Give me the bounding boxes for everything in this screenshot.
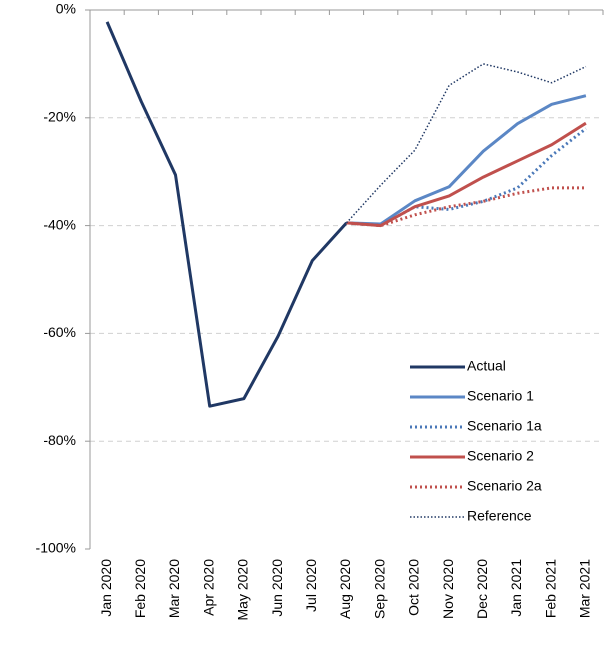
legend-label: Scenario 1a (467, 418, 542, 434)
x-tick-label: Jan 2021 (508, 559, 524, 617)
y-tick-label: 0% (56, 1, 76, 17)
y-tick-label: -20% (43, 109, 76, 125)
y-tick-label: -100% (36, 540, 76, 556)
x-tick-label: Oct 2020 (406, 559, 422, 616)
legend-label: Actual (467, 358, 506, 374)
series-line (346, 127, 587, 228)
x-tick-label: Aug 2020 (337, 559, 353, 619)
x-tick-label: May 2020 (235, 559, 251, 621)
legend-label: Scenario 2a (467, 478, 542, 494)
x-tick-label: Mar 2021 (577, 559, 593, 618)
y-tick-label: -80% (43, 432, 76, 448)
series-line (346, 186, 586, 228)
x-tick-label: Jul 2020 (303, 559, 319, 612)
series-line (346, 121, 587, 228)
x-tick-label: Jan 2020 (98, 559, 114, 617)
x-tick-label: Feb 2021 (542, 559, 558, 618)
x-tick-label: Apr 2020 (200, 559, 216, 616)
series-line (345, 63, 587, 224)
y-tick-label: -40% (43, 216, 76, 232)
series-line (105, 21, 348, 408)
series-line (346, 94, 587, 226)
x-tick-label: Mar 2020 (166, 559, 182, 618)
x-tick-label: Jun 2020 (269, 559, 285, 617)
y-tick-label: -60% (43, 324, 76, 340)
legend-label: Scenario 1 (467, 388, 534, 404)
x-tick-label: Sep 2020 (371, 559, 387, 619)
legend-label: Reference (467, 508, 532, 524)
legend-label: Scenario 2 (467, 448, 534, 464)
x-tick-label: Dec 2020 (474, 559, 490, 619)
x-tick-label: Feb 2020 (132, 559, 148, 618)
x-tick-label: Nov 2020 (440, 559, 456, 619)
